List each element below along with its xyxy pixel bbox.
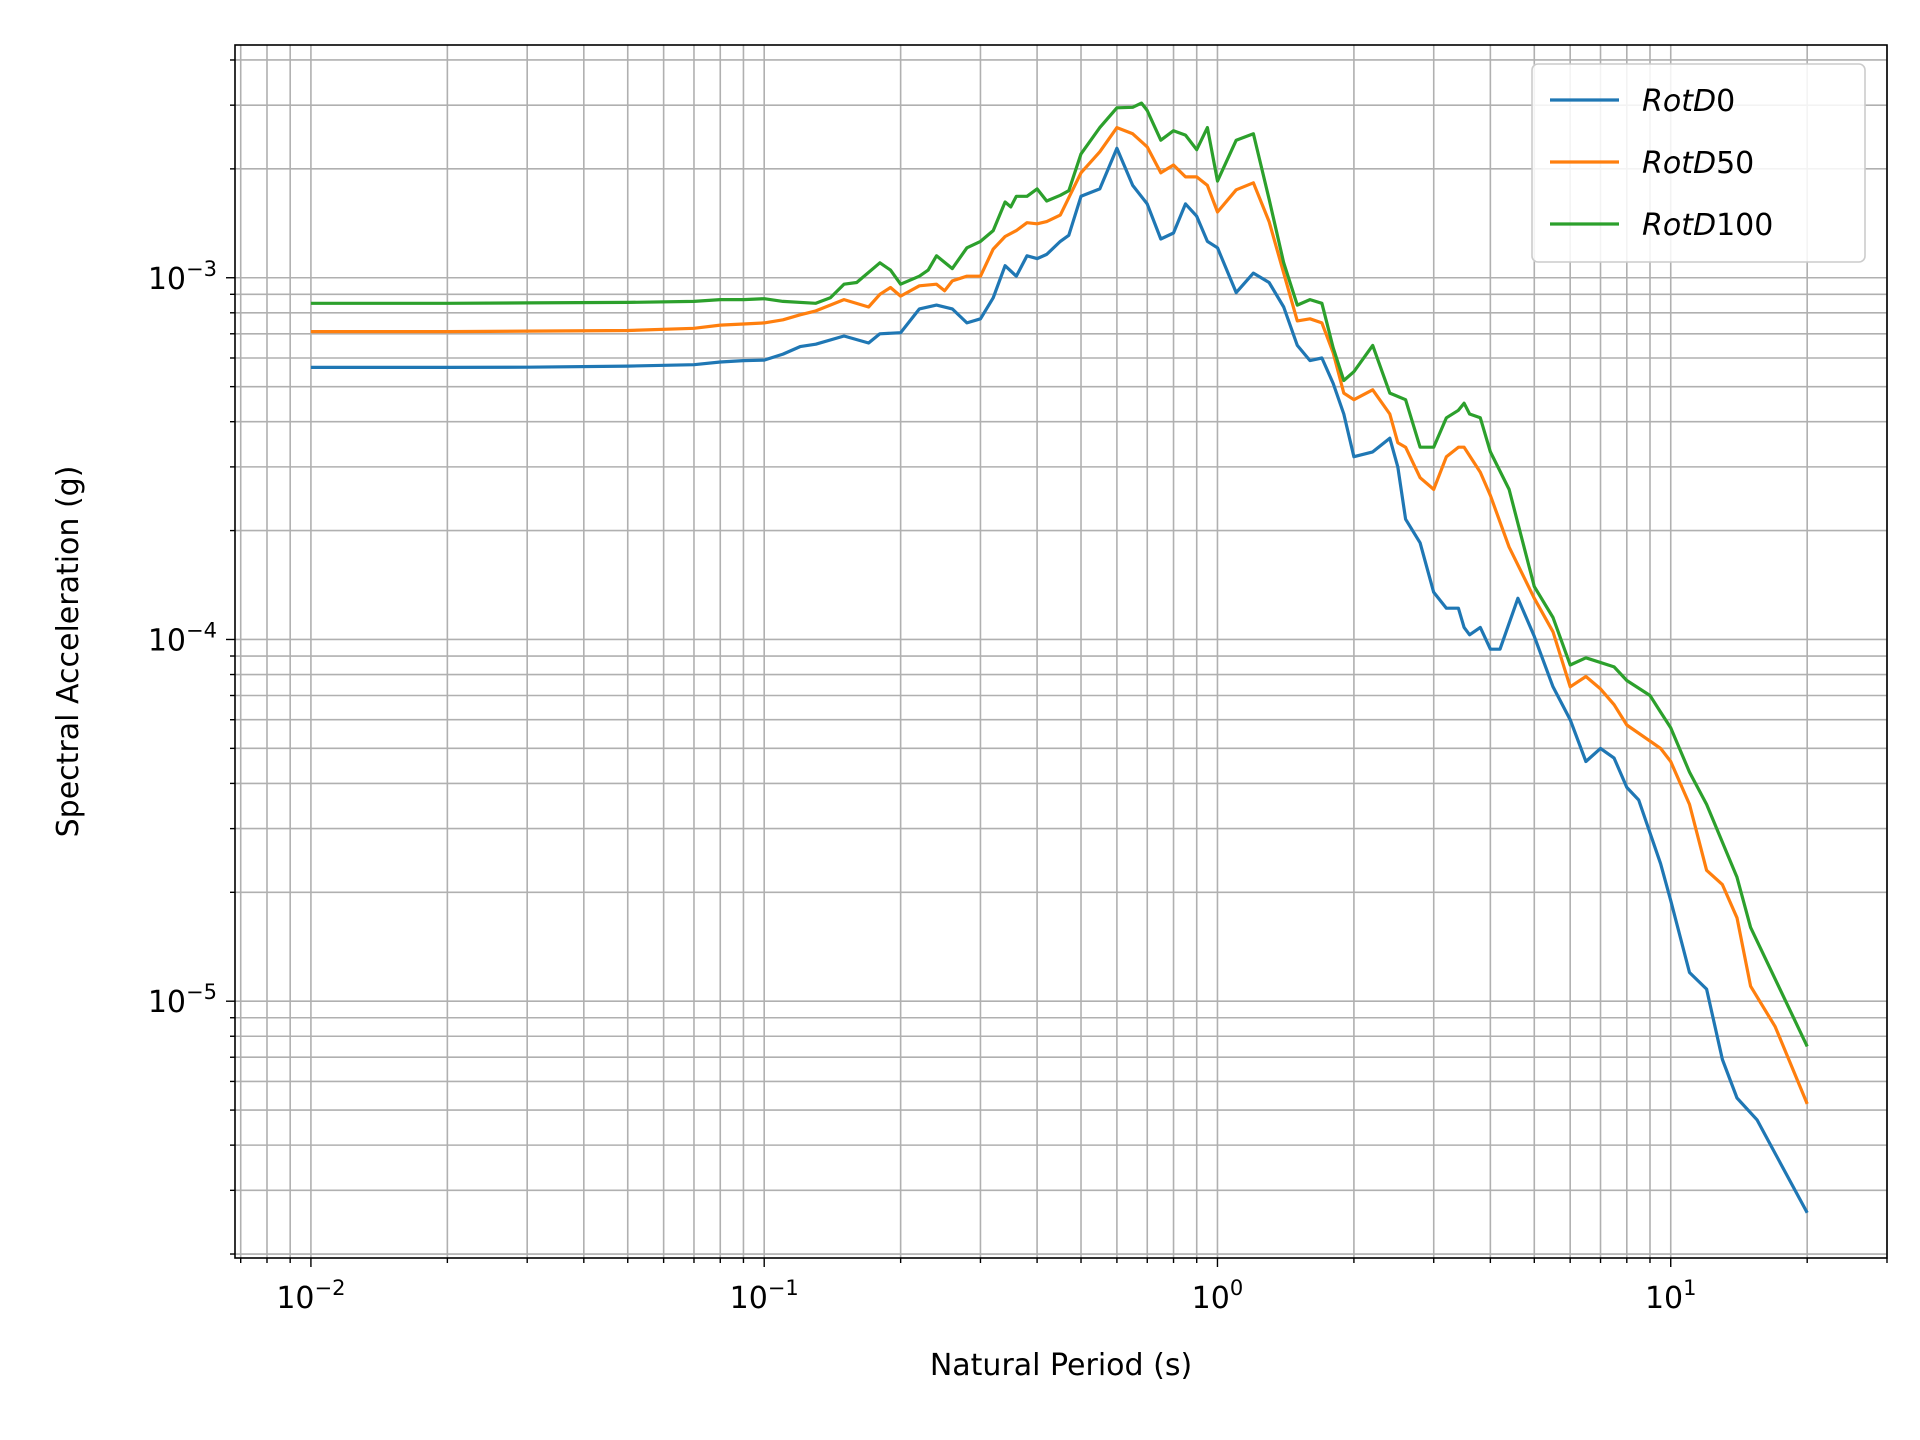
legend-box [1531,63,1866,263]
x-tick-label: 10−2 [276,1276,345,1316]
legend-label-rotd50: RotD50 [1642,146,1754,181]
legend-label-rotd100: RotD100 [1642,208,1773,243]
series-layer [310,101,1809,1214]
y-tick-label: 10−5 [148,980,217,1020]
series-line-rotd0 [310,146,1809,1214]
y-tick-label: 10−4 [148,618,217,658]
legend-label-rotd0: RotD0 [1642,84,1735,119]
x-tick-labels: 10−2 10−1 100 101 [276,1276,1696,1316]
series-line-rotd50 [310,126,1809,1105]
x-axis-label: Natural Period (s) [930,1348,1192,1383]
x-tick-label: 10−1 [730,1276,799,1316]
legend: RotD0 RotD50 RotD100 [1531,63,1866,263]
tick-marks [226,59,1888,1267]
y-tick-label: 10−3 [148,257,217,297]
x-tick-label: 100 [1192,1276,1244,1316]
minor-grid [235,45,1888,1258]
plot-frame [234,44,1888,1259]
x-tick-label: 101 [1645,1276,1697,1316]
y-axis-label: Spectral Acceleration (g) [51,466,86,838]
series-line-rotd100 [310,101,1809,1048]
y-tick-labels: 10−5 10−4 10−3 [148,257,217,1020]
